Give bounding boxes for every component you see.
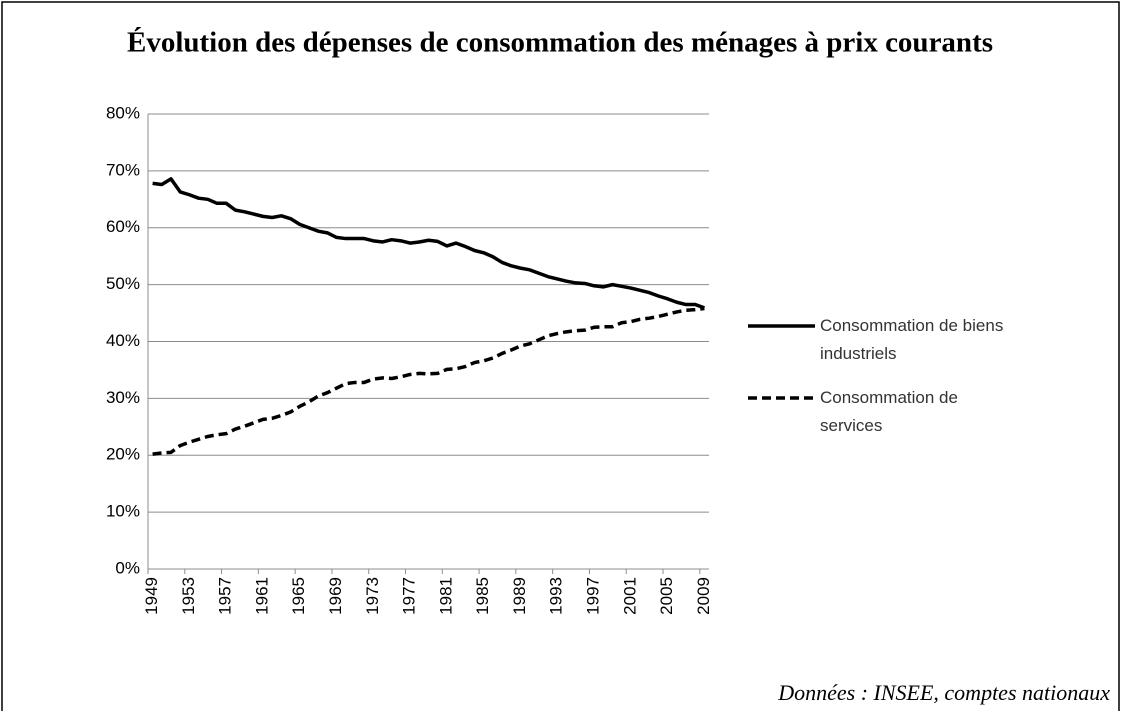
x-tick-label: 1973	[363, 577, 382, 615]
x-tick-label: 1993	[547, 577, 566, 615]
x-tick-label: 1957	[216, 577, 235, 615]
series-line	[152, 306, 705, 456]
x-tick-label: 2001	[620, 577, 639, 615]
x-tick-label: 1981	[436, 577, 455, 615]
y-tick-label: 50%	[106, 274, 140, 293]
x-tick-label: 2005	[657, 577, 676, 615]
x-tick-label: 1989	[510, 577, 529, 615]
y-tick-label: 70%	[106, 160, 140, 179]
y-tick-label: 40%	[106, 331, 140, 350]
x-tick-label: 1965	[289, 577, 308, 615]
y-tick-label: 0%	[115, 558, 140, 577]
x-tick-label: 1977	[400, 577, 419, 615]
y-tick-label: 10%	[106, 502, 140, 521]
x-tick-label: 1961	[252, 577, 271, 615]
legend-label: Consommation de services	[820, 388, 958, 435]
x-tick-label: 1949	[142, 577, 161, 615]
series-line	[152, 177, 706, 310]
y-tick-label: 20%	[106, 445, 140, 464]
x-tick-label: 2009	[694, 577, 713, 615]
x-tick-label: 1985	[473, 577, 492, 615]
legend-label: Consommation de biens industriels	[820, 316, 1004, 363]
y-tick-label: 80%	[106, 103, 140, 122]
x-tick-label: 1953	[179, 577, 198, 615]
y-tick-label: 30%	[106, 388, 140, 407]
source-note: Données : INSEE, comptes nationaux	[777, 680, 1110, 705]
x-tick-label: 1997	[584, 577, 603, 615]
x-tick-label: 1969	[326, 577, 345, 615]
chart-title: Évolution des dépenses de consommation d…	[127, 26, 993, 59]
y-tick-label: 60%	[106, 217, 140, 236]
